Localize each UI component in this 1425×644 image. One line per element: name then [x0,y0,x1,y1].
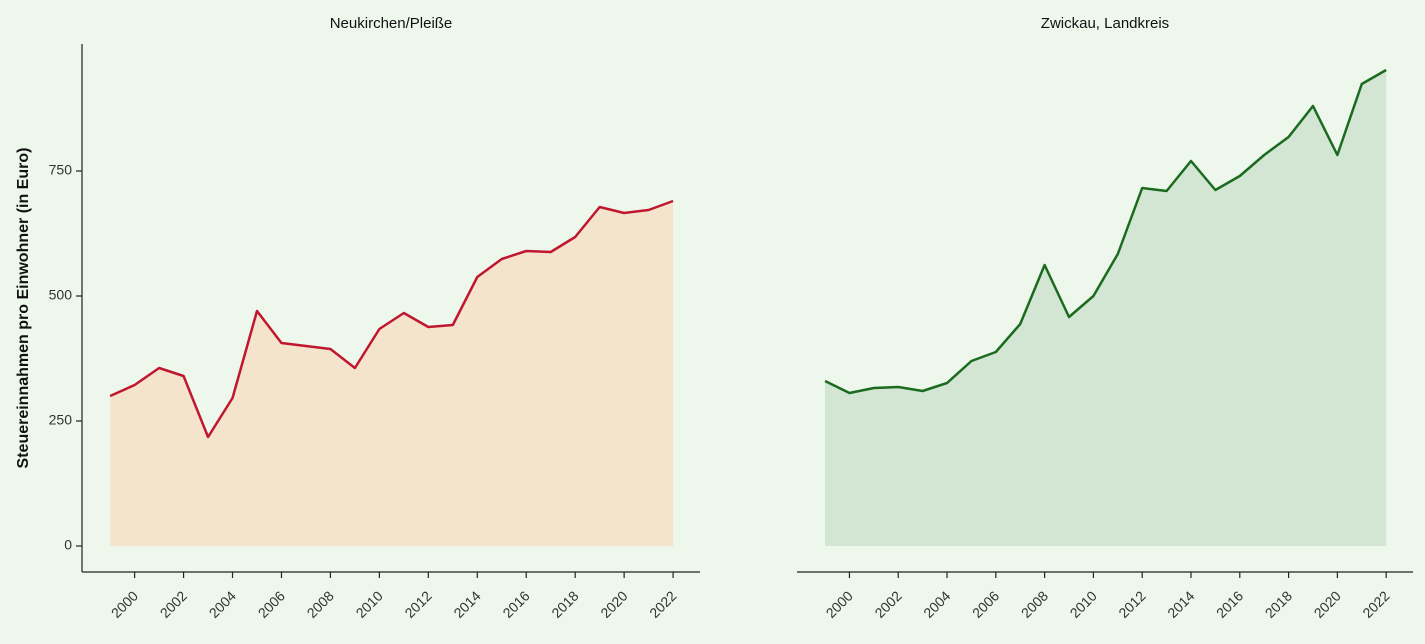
x-tick-label: 2022 [1359,588,1392,621]
x-tick-label: 2016 [499,588,532,621]
y-tick-label: 250 [49,412,73,428]
x-tick-label: 2022 [646,588,679,621]
area [110,201,674,546]
x-tick-label: 2006 [255,588,288,621]
x-tick-label: 2006 [969,588,1002,621]
x-tick-label: 2020 [1311,588,1344,621]
line [109,199,674,439]
y-tick-label: 750 [49,162,73,178]
x-tick-label: 2010 [353,588,386,621]
x-tick-label: 2012 [401,588,434,621]
x-tick-label: 2000 [108,588,141,621]
x-tick-label: 2008 [1018,588,1051,621]
x-tick-label: 2004 [920,588,953,621]
y-tick-label: 0 [64,537,72,553]
panel-title: Neukirchen/Pleiße [330,15,453,32]
x-tick-label: 2014 [450,588,483,621]
x-tick-label: 2002 [871,588,904,621]
x-tick-label: 2010 [1067,588,1100,621]
x-tick-label: 2004 [206,588,239,621]
area [825,70,1387,546]
x-tick-label: 2008 [304,588,337,621]
x-tick-label: 2016 [1213,588,1246,621]
x-tick-label: 2000 [823,588,856,621]
x-tick-label: 2002 [157,588,190,621]
y-axis-label: Steuereinnahmen pro Einwohner (in Euro) [15,148,32,469]
line [824,68,1387,395]
panel-title: Zwickau, Landkreis [1041,15,1169,32]
x-tick-label: 2014 [1164,588,1197,621]
x-tick-label: 2012 [1115,588,1148,621]
x-tick-label: 2018 [1262,588,1295,621]
x-tick-label: 2020 [597,588,630,621]
y-tick-label: 500 [49,287,73,303]
x-tick-label: 2018 [548,588,581,621]
